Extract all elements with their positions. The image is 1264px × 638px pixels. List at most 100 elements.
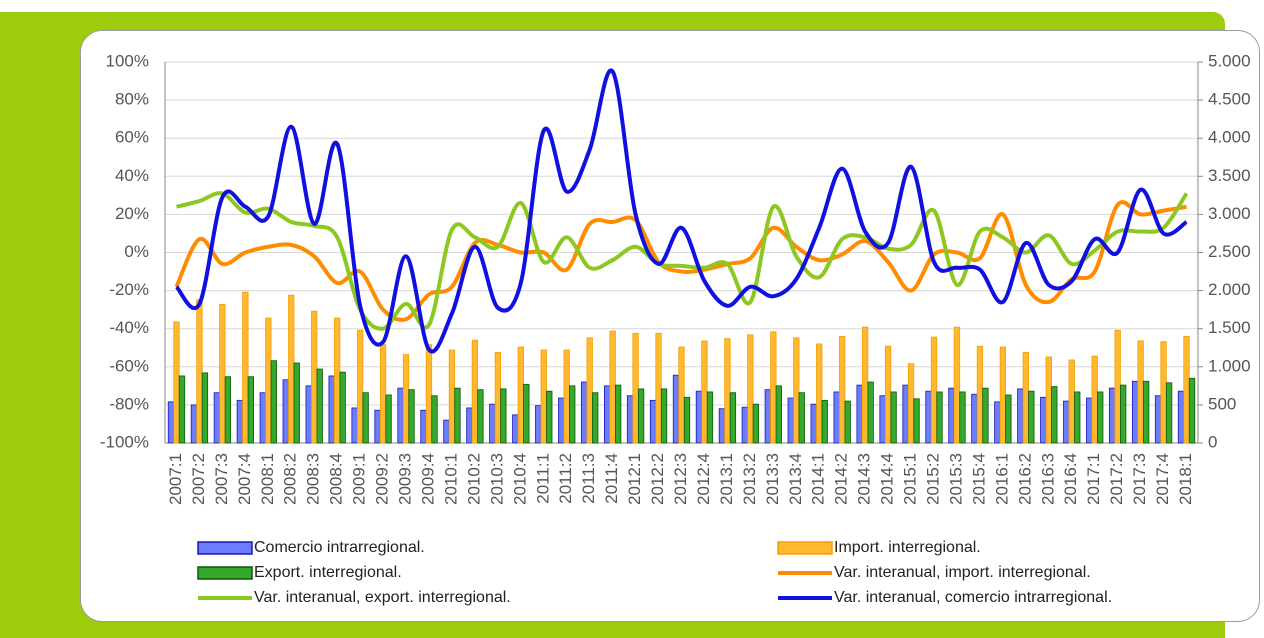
bar <box>614 384 622 444</box>
bar <box>311 310 318 444</box>
bar <box>810 403 817 444</box>
bar <box>816 343 823 444</box>
bar <box>540 349 547 444</box>
bar <box>609 330 616 444</box>
bar <box>1040 396 1047 444</box>
x-tick-label: 2016:2 <box>1015 453 1034 505</box>
bar <box>1109 387 1116 444</box>
bar <box>431 395 438 444</box>
bar <box>471 339 479 444</box>
bar <box>884 345 892 444</box>
x-tick-label: 2009:3 <box>396 453 415 505</box>
x-tick-label: 2009:4 <box>418 453 437 505</box>
bar <box>374 409 381 444</box>
x-tick-label: 2009:1 <box>350 453 369 505</box>
bar <box>190 404 198 444</box>
y-tick-label: 40% <box>115 166 149 185</box>
bar <box>523 383 530 444</box>
bar <box>861 326 869 444</box>
y2-tick-label: 4.000 <box>1208 128 1251 147</box>
bar <box>288 294 295 444</box>
x-tick-label: 2010:4 <box>510 453 529 505</box>
bar <box>660 388 668 444</box>
bar <box>936 391 943 444</box>
bar <box>695 390 703 444</box>
y2-tick-label: 1.000 <box>1208 356 1251 375</box>
bar <box>178 375 186 444</box>
bar <box>466 407 473 444</box>
bar <box>626 395 634 444</box>
bar <box>1188 377 1196 444</box>
bar <box>1068 359 1075 444</box>
bar <box>420 409 427 444</box>
x-tick-label: 2011:1 <box>533 453 552 504</box>
bar <box>1063 400 1070 444</box>
bar <box>563 349 570 444</box>
bar <box>890 391 897 444</box>
line <box>175 191 1189 331</box>
bar <box>500 388 507 444</box>
bar <box>982 387 989 444</box>
x-tick-label: 2013:2 <box>740 453 759 505</box>
bar <box>517 346 524 444</box>
bar <box>953 326 961 444</box>
y-tick-label: 80% <box>115 90 149 109</box>
bar <box>282 379 289 444</box>
bar <box>948 387 955 444</box>
bar <box>976 345 984 444</box>
bar <box>821 399 828 444</box>
x-tick-label: 2014:2 <box>832 453 851 505</box>
line <box>174 68 1188 354</box>
y2-tick-label: 4.500 <box>1208 90 1251 109</box>
x-tick-label: 2007:2 <box>189 453 208 505</box>
x-tick-label: 2015:1 <box>901 453 920 505</box>
bar <box>201 372 209 444</box>
y-tick-label: -80% <box>109 394 149 413</box>
bar <box>328 375 335 444</box>
bar <box>339 371 346 444</box>
bar <box>512 414 519 444</box>
bar <box>259 392 266 444</box>
bar <box>632 332 639 444</box>
y2-tick-label: 1.500 <box>1208 318 1251 337</box>
bar <box>856 384 863 444</box>
bar <box>586 337 593 444</box>
bar <box>569 385 576 444</box>
x-tick-label: 2014:1 <box>809 453 828 505</box>
bar <box>959 391 966 444</box>
x-tick-label: 2016:1 <box>992 453 1011 505</box>
bar <box>477 389 484 444</box>
y2-tick-label: 5.000 <box>1208 51 1251 70</box>
y-tick-label: -40% <box>109 318 149 337</box>
legend-label: Var. interanual, comercio intrarregional… <box>834 589 1112 606</box>
bar <box>236 399 243 444</box>
card <box>80 30 1260 622</box>
y2-tick-label: 3.000 <box>1208 204 1251 223</box>
x-tick-label: 2012:3 <box>671 453 690 505</box>
bar <box>334 317 341 444</box>
legend-swatch <box>197 541 253 555</box>
legend-swatch <box>197 566 253 580</box>
bar <box>994 401 1001 444</box>
bar <box>1028 390 1035 444</box>
bar <box>489 403 496 444</box>
bar <box>764 389 771 444</box>
x-tick-label: 2013:3 <box>763 453 782 505</box>
bar <box>454 387 461 444</box>
bar <box>1177 390 1185 444</box>
bar <box>844 400 851 444</box>
y2-tick-label: 3.500 <box>1208 166 1251 185</box>
bar <box>385 394 392 444</box>
bar <box>1154 395 1162 444</box>
bar <box>879 395 886 444</box>
x-tick-label: 2016:4 <box>1061 453 1080 505</box>
bar <box>173 321 180 444</box>
bar <box>494 351 502 444</box>
bar <box>1142 380 1150 444</box>
legend-swatch <box>777 541 833 555</box>
bar <box>1114 329 1121 444</box>
bar <box>581 381 588 444</box>
x-tick-label: 2017:1 <box>1084 453 1103 505</box>
x-tick-label: 2017:4 <box>1153 453 1172 505</box>
y-tick-label: 100% <box>106 51 149 70</box>
